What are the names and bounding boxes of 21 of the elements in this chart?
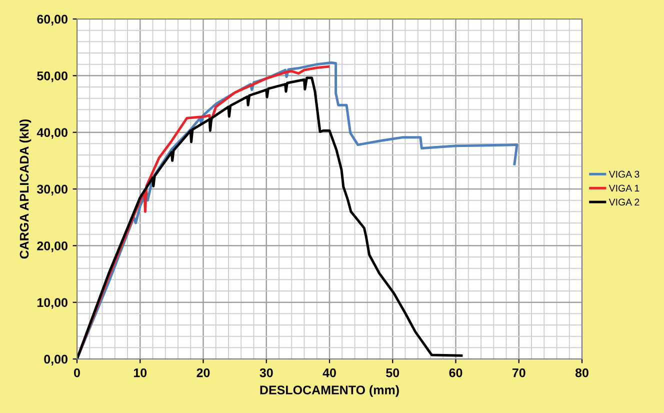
y-tick-label: 10,00: [37, 298, 68, 309]
legend-label: VIGA 3: [608, 170, 640, 178]
legend-label: VIGA 2: [608, 198, 640, 206]
y-tick-label: 0,00: [44, 354, 68, 366]
x-tick-label: 80: [575, 368, 588, 378]
x-tick-label: 0: [74, 368, 80, 378]
x-tick-label: 30: [260, 368, 273, 378]
y-tick-label: 40,00: [36, 128, 68, 139]
x-tick-label: 60: [449, 368, 462, 378]
x-axis-title: DESLOCAMENTO (mm): [260, 385, 399, 397]
y-tick-label: 20,00: [37, 241, 68, 252]
x-tick-label: 40: [322, 368, 336, 378]
x-tick-label: 70: [512, 368, 526, 378]
y-axis-title: CARGA APLICADA (kN): [19, 119, 32, 259]
y-tick-label: 60,00: [37, 14, 68, 26]
y-tick-label: 30,00: [36, 184, 68, 196]
legend-label: VIGA 1: [608, 184, 640, 192]
x-tick-label: 10: [134, 368, 147, 378]
y-tick-label: 50,00: [37, 71, 68, 82]
x-tick-label: 50: [386, 368, 400, 378]
x-tick-label: 20: [196, 368, 210, 378]
